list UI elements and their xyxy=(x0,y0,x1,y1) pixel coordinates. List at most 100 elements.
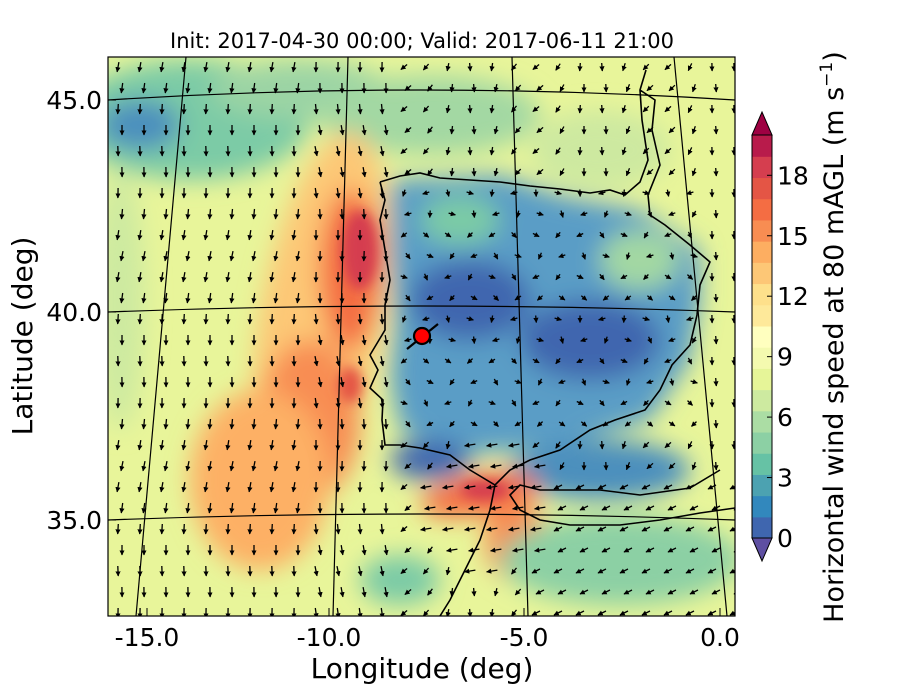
wind-arrow xyxy=(489,146,495,156)
colorbar-extend-min xyxy=(751,537,773,563)
wind-arrow xyxy=(619,526,629,532)
wind-arrow xyxy=(422,147,430,155)
wind-arrow xyxy=(229,250,235,262)
wind-arrow xyxy=(181,313,187,325)
wind-arrow xyxy=(420,526,432,532)
colorbar-segment xyxy=(752,283,772,306)
wind-arrow xyxy=(225,481,231,493)
wind-arrow xyxy=(383,418,389,430)
wind-arrow xyxy=(273,250,279,262)
wind-arrow xyxy=(664,147,672,155)
wind-arrow xyxy=(335,145,341,157)
wind-arrow xyxy=(536,337,544,343)
wind-arrow xyxy=(668,337,676,343)
wind-arrow xyxy=(422,63,430,71)
wind-arrow xyxy=(535,589,545,595)
wind-arrow xyxy=(514,84,522,92)
wind-arrow xyxy=(511,231,517,239)
colorbar-segment xyxy=(752,516,772,539)
wind-arrow xyxy=(181,439,187,451)
wind-arrow xyxy=(361,418,367,430)
wind-arrow xyxy=(553,568,563,574)
wind-arrow xyxy=(137,481,143,493)
wind-arrow xyxy=(159,103,165,115)
wind-arrow xyxy=(599,357,605,365)
wind-arrow xyxy=(361,544,367,556)
wind-arrow xyxy=(641,610,651,616)
wind-arrow xyxy=(641,526,651,532)
wind-arrow xyxy=(664,105,672,113)
wind-arrow xyxy=(531,568,541,574)
wind-arrow xyxy=(467,146,473,156)
wind-arrow xyxy=(663,526,673,532)
wind-arrow xyxy=(317,334,323,346)
wind-arrow xyxy=(422,441,430,449)
wind-arrow xyxy=(490,505,502,511)
wind-arrow xyxy=(269,439,275,451)
wind-arrow xyxy=(663,568,673,574)
colorbar-segment xyxy=(752,495,772,518)
wind-arrow xyxy=(273,502,279,514)
wind-arrow xyxy=(400,358,408,364)
wind-arrow xyxy=(357,313,363,325)
wind-arrow xyxy=(313,523,319,535)
wind-arrow xyxy=(580,421,588,427)
wind-arrow xyxy=(207,460,213,472)
wind-arrow xyxy=(115,313,121,325)
wind-arrow xyxy=(119,292,125,304)
wind-arrow xyxy=(488,232,496,238)
wind-arrow xyxy=(687,63,693,72)
wind-arrow xyxy=(445,189,451,197)
wind-arrow xyxy=(445,440,451,450)
wind-arrow xyxy=(225,439,231,451)
x-tick-label: -5.0 xyxy=(500,623,549,652)
wind-arrow xyxy=(339,586,345,598)
wind-arrow xyxy=(449,125,455,135)
wind-arrow xyxy=(536,126,544,134)
wind-arrow xyxy=(534,505,546,511)
wind-arrow xyxy=(555,105,561,113)
wind-arrow xyxy=(335,313,341,325)
wind-arrow xyxy=(185,502,191,514)
wind-arrow xyxy=(207,250,213,262)
wind-arrow xyxy=(379,145,385,157)
wind-arrow xyxy=(115,439,121,451)
wind-arrow xyxy=(558,253,566,259)
wind-arrow xyxy=(508,526,520,532)
wind-arrow xyxy=(553,484,563,490)
wind-arrow xyxy=(115,271,121,283)
wind-arrow xyxy=(335,565,341,577)
wind-arrow xyxy=(269,313,275,325)
wind-arrow xyxy=(141,82,147,94)
wind-arrow xyxy=(599,273,605,281)
wind-arrow xyxy=(555,399,561,407)
colorbar-segment xyxy=(752,241,772,263)
wind-arrow xyxy=(203,439,209,451)
wind-arrow xyxy=(707,526,717,532)
wind-arrow xyxy=(229,460,235,472)
wind-arrow xyxy=(470,379,478,384)
wind-arrow xyxy=(553,526,563,532)
wind-arrow xyxy=(577,62,583,72)
wind-arrow xyxy=(713,461,719,471)
wind-arrow xyxy=(464,526,476,532)
wind-arrow xyxy=(555,357,561,365)
wind-arrow xyxy=(361,124,367,136)
wind-arrow xyxy=(339,544,345,556)
wind-arrow xyxy=(251,82,257,94)
wind-arrow xyxy=(729,610,735,616)
wind-arrow xyxy=(532,232,540,238)
wind-arrow xyxy=(599,399,605,407)
wind-arrow xyxy=(533,315,539,324)
wind-arrow xyxy=(577,440,583,450)
wind-arrow xyxy=(664,274,672,280)
wind-arrow xyxy=(576,274,584,280)
wind-arrow xyxy=(181,271,187,283)
wind-arrow xyxy=(335,607,341,616)
wind-arrow xyxy=(449,587,455,597)
wind-arrow xyxy=(163,292,169,304)
wind-arrow xyxy=(401,315,407,323)
wind-arrow xyxy=(313,145,319,157)
wind-arrow xyxy=(427,126,433,134)
wind-arrow xyxy=(159,229,165,241)
